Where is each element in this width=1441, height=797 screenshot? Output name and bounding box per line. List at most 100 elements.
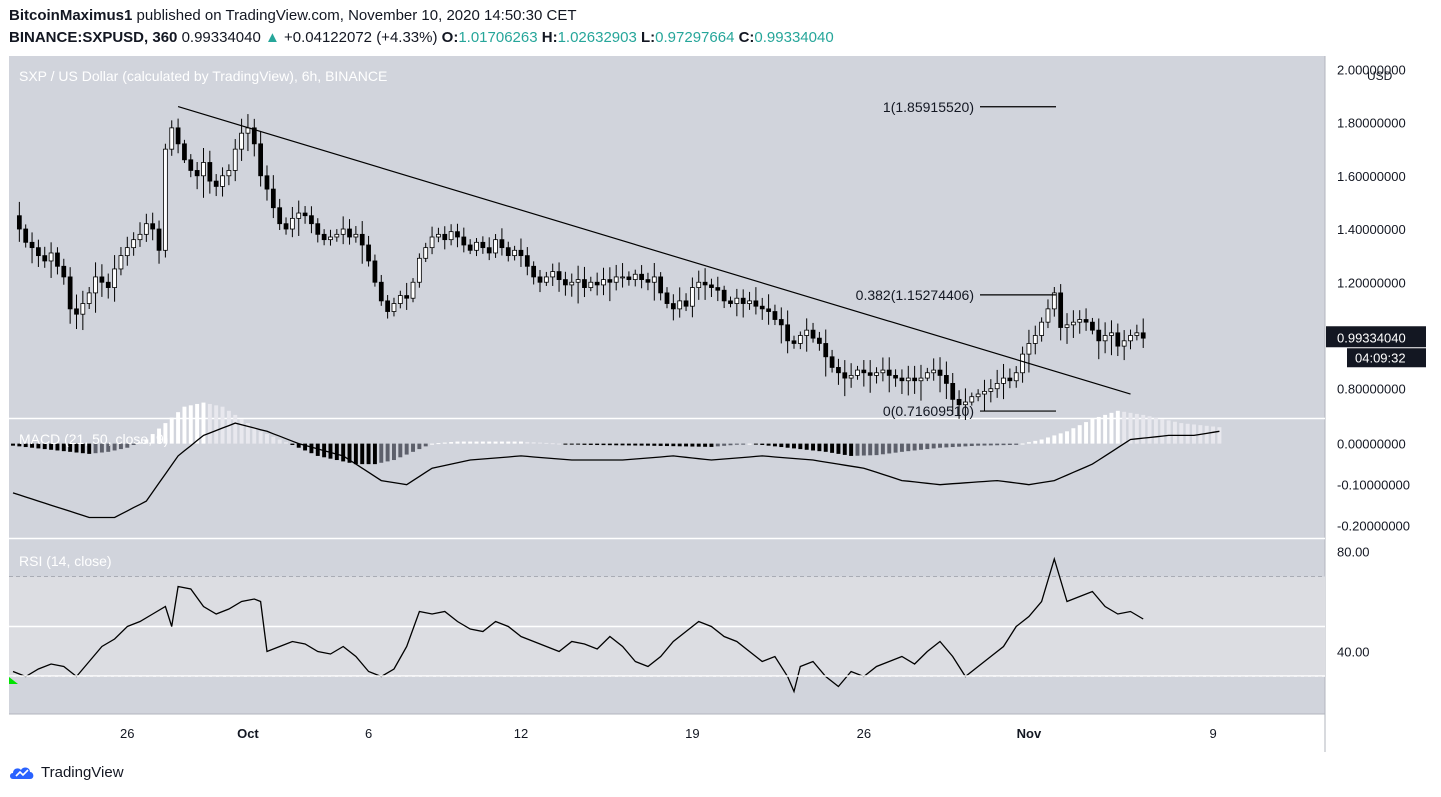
candle-body (842, 372, 848, 379)
macd-histogram-bar (950, 443, 955, 448)
macd-histogram-bar (601, 443, 606, 446)
candle-body (1007, 377, 1013, 382)
macd-histogram-bar (157, 428, 162, 444)
candle-body (169, 127, 175, 150)
macd-histogram-bar (912, 443, 917, 451)
candle-body (937, 369, 943, 376)
candle-body (486, 247, 492, 254)
candle-body (143, 223, 149, 235)
macd-histogram-bar (550, 443, 555, 445)
macd-histogram-bar (252, 427, 257, 444)
macd-histogram-bar (17, 443, 22, 447)
macd-histogram-bar (455, 441, 460, 444)
macd-histogram-bar (423, 443, 428, 447)
candle-body (899, 377, 905, 382)
macd-histogram-bar (80, 443, 85, 454)
candle-body (163, 148, 168, 251)
macd-histogram-bar (379, 443, 384, 463)
macd-histogram-bar (880, 443, 885, 455)
time-tick-label: 19 (685, 726, 699, 741)
candle-body (67, 276, 73, 310)
macd-pane-title: MACD (21, 50, close, 9) (19, 431, 168, 447)
countdown-box (1347, 348, 1426, 368)
candle-body (747, 300, 752, 304)
macd-histogram-bar (620, 443, 625, 446)
macd-histogram-bar (118, 443, 123, 450)
candle-body (924, 372, 930, 379)
candle-body (182, 143, 187, 161)
macd-histogram-bar (1122, 411, 1127, 444)
macd-histogram-bar (836, 443, 841, 454)
macd-histogram-bar (68, 443, 73, 452)
time-tick-label: 12 (514, 726, 528, 741)
macd-histogram-bar (341, 443, 346, 462)
macd-histogram-bar (474, 441, 479, 444)
macd-histogram-bar (677, 443, 682, 447)
open-label: O: (441, 29, 459, 46)
macd-histogram-bar (925, 443, 930, 450)
macd-histogram-bar (772, 443, 777, 447)
macd-histogram-bar (741, 443, 746, 445)
macd-histogram-bar (1084, 422, 1089, 444)
last-price-axis-label: 0.99334040 (1337, 330, 1406, 345)
candle-body (1083, 319, 1089, 323)
macd-histogram-bar (176, 412, 181, 444)
macd-histogram-bar (398, 443, 403, 458)
candle-body (423, 247, 429, 259)
candle-body (759, 305, 765, 310)
candle-body (455, 231, 460, 238)
macd-histogram-bar (49, 443, 54, 450)
candle-body (817, 337, 822, 344)
macd-histogram-bar (23, 443, 28, 448)
candle-body (785, 324, 791, 342)
macd-histogram-bar (614, 443, 619, 446)
candle-body (150, 223, 156, 230)
macd-histogram-bar (684, 443, 689, 447)
candle-body (753, 300, 759, 307)
author-name[interactable]: BitcoinMaximus1 (9, 7, 133, 24)
macd-histogram-bar (233, 414, 238, 444)
macd-histogram-bar (607, 443, 612, 446)
candle-body (99, 276, 105, 283)
candle-body (480, 241, 486, 249)
candle-body (296, 212, 302, 219)
macd-histogram-bar (887, 443, 892, 454)
fib-level-label: 0(0.71609510) (883, 403, 974, 419)
macd-histogram-bar (366, 443, 371, 465)
macd-histogram-bar (303, 443, 308, 451)
macd-histogram-bar (1020, 443, 1025, 445)
candle-body (715, 287, 721, 291)
macd-histogram-bar (658, 443, 663, 446)
macd-histogram-bar (1096, 416, 1101, 444)
tradingview-logo[interactable]: TradingView (9, 763, 124, 781)
change-value: +0.04122072 (+4.33%) (284, 29, 438, 46)
macd-histogram-bar (417, 443, 422, 450)
candle-body (556, 271, 562, 280)
macd-pane (9, 419, 1325, 538)
candle-body (74, 308, 79, 315)
candle-body (588, 281, 594, 288)
bar-countdown: 04:09:32 (1355, 350, 1406, 365)
macd-histogram-bar (1185, 423, 1190, 444)
candle-body (232, 148, 238, 171)
high-label: H: (541, 29, 558, 46)
candle-body (86, 292, 92, 304)
candle-body (601, 279, 606, 286)
macd-histogram-bar (201, 402, 206, 444)
macd-histogram-bar (226, 410, 231, 444)
low-value: 0.97297664 (655, 29, 735, 46)
close-label: C: (738, 29, 755, 46)
candle-body (543, 276, 549, 283)
macd-histogram-bar (138, 442, 142, 444)
macd-histogram-bar (1046, 437, 1050, 444)
macd-histogram-bar (277, 439, 282, 444)
macd-histogram-bar (112, 443, 117, 451)
candle-body (264, 175, 270, 190)
candle-body (290, 217, 295, 230)
macd-histogram-bar (1172, 421, 1177, 444)
macd-histogram-bar (988, 443, 993, 446)
candle-body (385, 300, 390, 312)
candle-body (963, 401, 968, 406)
macd-histogram-bar (93, 443, 98, 454)
